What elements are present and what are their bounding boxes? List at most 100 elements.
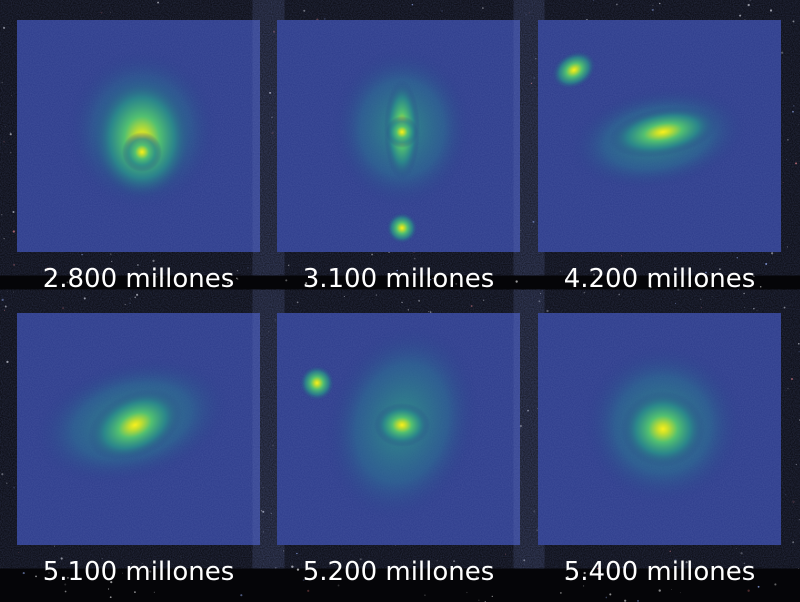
star	[154, 267, 156, 269]
star	[401, 301, 403, 303]
star	[227, 281, 229, 284]
star	[131, 563, 132, 564]
star	[402, 274, 405, 277]
star	[785, 494, 787, 496]
star	[651, 8, 654, 12]
star	[455, 282, 458, 285]
star	[653, 565, 655, 568]
star	[179, 556, 181, 557]
galaxy	[299, 365, 335, 401]
star	[337, 584, 340, 587]
star	[60, 557, 63, 560]
star	[770, 252, 774, 255]
star	[769, 9, 773, 12]
star	[262, 486, 264, 488]
star	[48, 572, 50, 574]
star	[666, 570, 668, 571]
galaxy	[374, 403, 430, 447]
star	[705, 271, 707, 274]
star	[9, 133, 12, 136]
star	[671, 588, 672, 590]
star	[114, 275, 116, 277]
star	[411, 4, 414, 6]
star	[470, 305, 473, 307]
star	[152, 259, 155, 262]
star	[110, 581, 113, 584]
star	[659, 2, 661, 5]
star	[782, 182, 784, 184]
star	[789, 304, 791, 306]
star	[128, 276, 131, 279]
panel-label: 5.400 millones	[564, 557, 756, 587]
star	[371, 253, 374, 256]
star	[669, 550, 672, 553]
star	[22, 572, 25, 575]
star	[429, 311, 432, 313]
star	[677, 288, 680, 291]
galaxy	[551, 50, 597, 90]
star	[466, 591, 468, 594]
star	[7, 291, 8, 292]
star	[303, 9, 306, 12]
star	[597, 567, 599, 570]
star	[740, 552, 743, 555]
star	[759, 285, 762, 288]
star	[50, 277, 52, 280]
star	[395, 545, 397, 546]
star	[267, 331, 270, 333]
star	[781, 51, 784, 54]
star	[262, 510, 265, 513]
star	[270, 448, 271, 450]
panel-label: 5.100 millones	[43, 557, 235, 587]
star	[453, 560, 455, 563]
star	[271, 131, 274, 135]
star	[240, 594, 243, 597]
star	[736, 257, 738, 259]
star	[429, 278, 432, 281]
galaxy	[386, 212, 418, 244]
star	[737, 289, 739, 291]
star	[1, 82, 3, 84]
star	[262, 531, 264, 533]
star	[753, 275, 755, 277]
star	[110, 12, 111, 13]
star	[757, 585, 760, 588]
star	[523, 559, 526, 562]
star	[533, 510, 536, 513]
galaxy	[621, 391, 705, 467]
star	[0, 213, 3, 216]
star	[491, 595, 493, 597]
star	[688, 577, 691, 580]
star	[566, 576, 569, 579]
star	[798, 342, 800, 345]
star	[111, 260, 113, 263]
star	[10, 152, 12, 154]
galaxy-panel	[277, 313, 520, 545]
star	[6, 482, 8, 484]
star	[592, 0, 594, 2]
star	[679, 592, 681, 594]
star	[649, 286, 652, 289]
star	[620, 255, 623, 257]
star	[18, 552, 20, 553]
star	[153, 591, 155, 593]
star	[130, 298, 132, 300]
star	[792, 20, 795, 23]
star	[736, 570, 738, 572]
star	[362, 298, 364, 300]
star	[747, 589, 750, 592]
star	[739, 14, 742, 17]
star	[46, 267, 49, 270]
star	[743, 306, 745, 308]
star	[13, 263, 15, 266]
star	[4, 305, 7, 308]
star	[787, 387, 789, 390]
galaxy	[608, 106, 718, 158]
star	[122, 572, 124, 574]
star	[1, 298, 4, 301]
star	[375, 294, 378, 296]
star	[622, 566, 625, 568]
star	[237, 278, 239, 280]
star	[790, 377, 794, 381]
star	[407, 309, 409, 311]
